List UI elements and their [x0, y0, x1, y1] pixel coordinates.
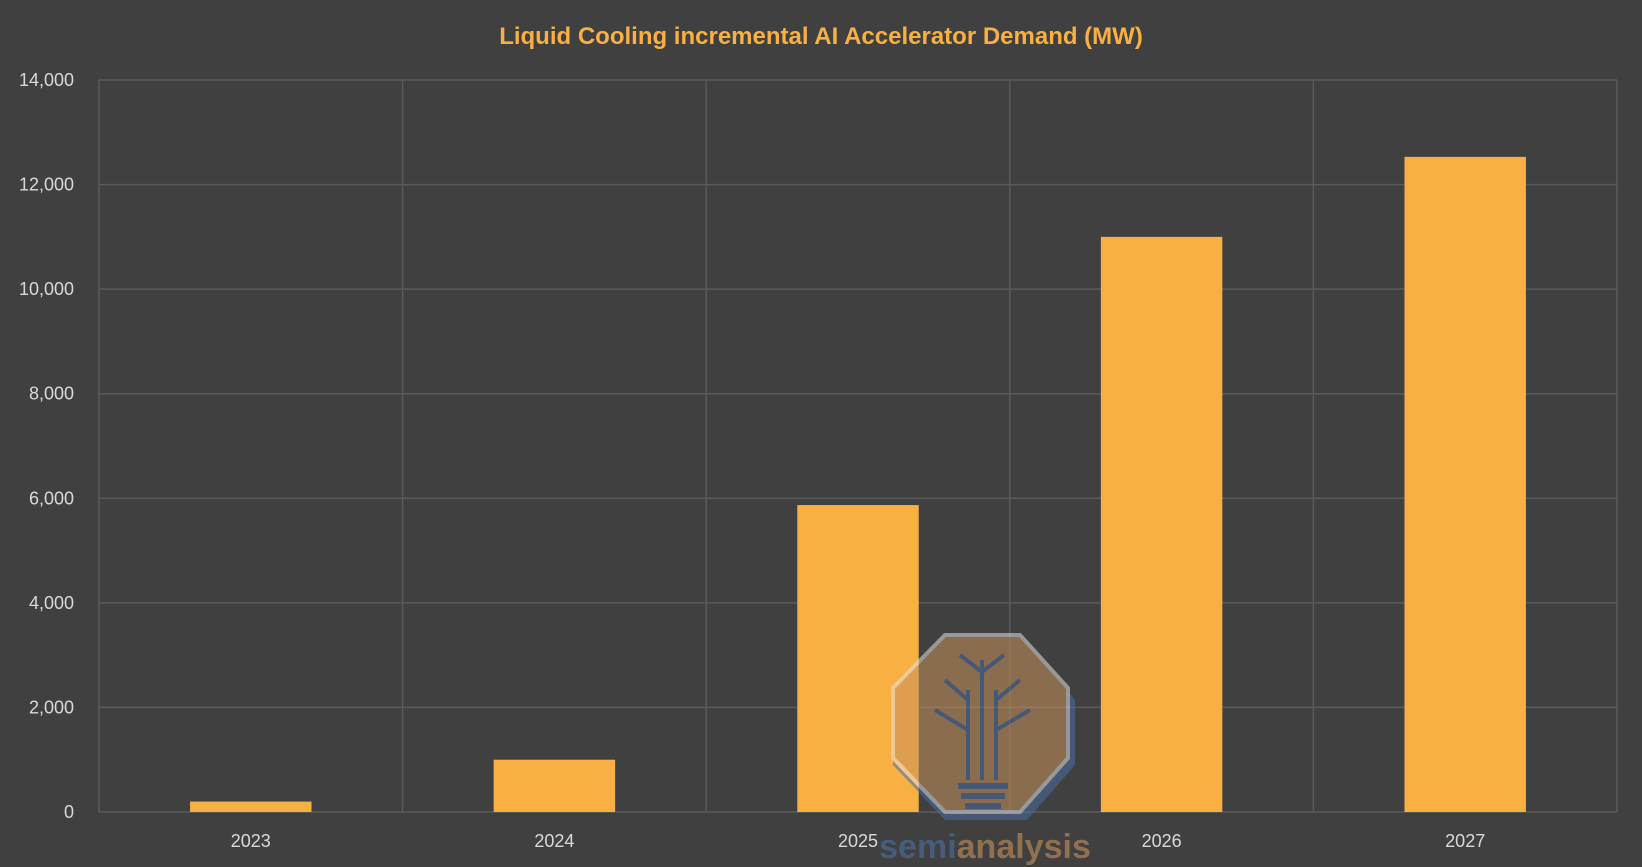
- x-tick-label: 2026: [1142, 831, 1182, 851]
- y-axis-tick-labels: 0 2,000 4,000 6,000 8,000 10,000 12,000 14,000: [19, 70, 74, 822]
- bar-2026: [1100, 236, 1223, 812]
- y-tick-label: 6,000: [29, 488, 74, 508]
- watermark-logo-icon: [891, 633, 1075, 820]
- y-tick-label: 14,000: [19, 70, 74, 90]
- watermark-semi: semi: [879, 828, 957, 866]
- bar-2024: [493, 759, 616, 812]
- y-tick-label: 0: [64, 802, 74, 822]
- y-tick-label: 2,000: [29, 697, 74, 717]
- chart-title: Liquid Cooling incremental AI Accelerato…: [499, 23, 1143, 50]
- x-tick-label: 2023: [231, 831, 271, 851]
- watermark-text: semianalysis: [879, 828, 1091, 866]
- y-tick-label: 12,000: [19, 175, 74, 195]
- x-tick-label: 2024: [534, 831, 574, 851]
- watermark-analysis: analysis: [957, 828, 1091, 866]
- bar-2023: [190, 801, 312, 812]
- x-tick-label: 2025: [838, 831, 878, 851]
- x-axis-tick-labels: 2023 2024 2025 2026 2027: [231, 831, 1485, 851]
- y-tick-label: 10,000: [19, 279, 74, 299]
- bar-2027: [1404, 156, 1526, 813]
- y-tick-label: 4,000: [29, 593, 74, 613]
- x-tick-label: 2027: [1445, 831, 1485, 851]
- y-tick-label: 8,000: [29, 384, 74, 404]
- bars: [190, 156, 1526, 813]
